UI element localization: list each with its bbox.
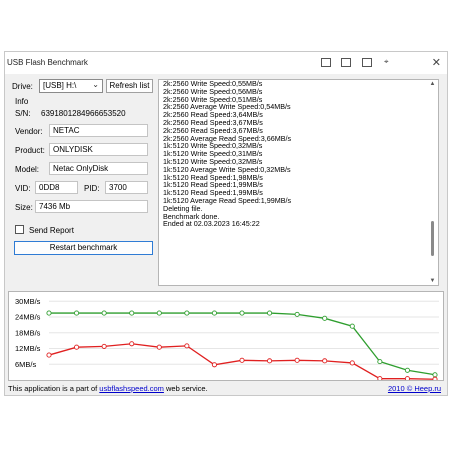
size-label: Size:: [15, 203, 33, 212]
log-line: 2k:2560 Write Speed:0,51MB/s: [163, 94, 263, 104]
copyright-link[interactable]: 2010 © Heep.ru: [387, 384, 441, 393]
log-line: 2k:2560 Write Speed:0,56MB/s: [163, 86, 263, 96]
data-point: [101, 310, 107, 316]
scroll-thumb[interactable]: [431, 221, 434, 256]
pin-icon[interactable]: ⌖: [384, 57, 389, 66]
drive-value: [USB] H:\: [43, 81, 77, 90]
sn-value: 6391801284966653520: [41, 109, 126, 118]
data-point: [46, 352, 52, 358]
log-line: 2k:2560 Read Speed:3,64MB/s: [163, 110, 263, 120]
y-tick-label: 24MB/s: [15, 313, 41, 322]
log-line: 1k:5120 Write Speed:0,31MB/s: [163, 149, 263, 159]
model-field[interactable]: Netac OnlyDisk: [49, 162, 148, 175]
y-tick-label: 30MB/s: [15, 297, 41, 306]
data-point: [211, 362, 217, 368]
data-point: [129, 310, 135, 316]
scroll-up-icon[interactable]: ▲: [429, 81, 436, 87]
data-point: [156, 344, 162, 350]
log-line: 2k:2560 Read Speed:3,67MB/s: [163, 125, 263, 135]
vendor-field[interactable]: NETAC: [49, 124, 148, 137]
y-tick-label: 6MB/s: [15, 360, 37, 369]
model-label: Model:: [15, 165, 40, 174]
data-point: [184, 310, 190, 316]
send-report-label: Send Report: [29, 226, 74, 235]
window-tool-icon-1[interactable]: [321, 58, 331, 67]
data-point: [184, 343, 190, 349]
chevron-down-icon: ⌄: [92, 80, 99, 89]
refresh-list-button[interactable]: Refresh list: [106, 79, 153, 93]
log-line: 2k:2560 Average Write Speed:0,54MB/s: [163, 102, 291, 112]
log-lines: 2k:2560 Write Speed:0,55MB/s 2k:2560 Writ…: [163, 80, 425, 228]
data-point: [349, 323, 355, 329]
window-tool-icon-2[interactable]: [341, 58, 351, 67]
data-point: [294, 357, 300, 363]
log-area[interactable]: 2k:2560 Write Speed:0,55MB/s 2k:2560 Writ…: [158, 79, 439, 286]
log-line: 1k:5120 Write Speed:0,32MB/s: [163, 141, 263, 151]
data-point: [239, 357, 245, 363]
log-line: 2k:2560 Read Speed:3,67MB/s: [163, 117, 263, 127]
y-tick-label: 12MB/s: [15, 344, 41, 353]
data-point: [129, 341, 135, 347]
vid-field[interactable]: 0DD8: [35, 181, 78, 194]
data-point: [74, 310, 80, 316]
footer-prefix: This application is a part of: [8, 384, 100, 393]
data-point: [267, 358, 273, 364]
restart-benchmark-button[interactable]: Restart benchmark: [14, 241, 153, 255]
drive-label: Drive:: [12, 82, 33, 91]
window-title: USB Flash Benchmark: [7, 58, 88, 67]
vendor-label: Vendor:: [15, 127, 43, 136]
data-point: [267, 310, 273, 316]
log-line: 1k:5120 Read Speed:1,99MB/s: [163, 180, 263, 190]
data-point: [404, 376, 410, 380]
data-point: [377, 376, 383, 380]
log-line: 1k:5120 Write Speed:0,32MB/s: [163, 156, 263, 166]
data-point: [46, 310, 52, 316]
data-point: [349, 360, 355, 366]
data-point: [156, 310, 162, 316]
footer-link[interactable]: usbflashspeed.com: [99, 384, 164, 393]
info-group-label: Info: [15, 97, 29, 106]
data-point: [377, 359, 383, 365]
pid-field[interactable]: 3700: [105, 181, 148, 194]
log-line: 2k:2560 Write Speed:0,55MB/s: [163, 79, 263, 88]
scroll-down-icon[interactable]: ▼: [429, 278, 436, 284]
send-report-checkbox[interactable]: [15, 225, 24, 234]
pid-label: PID:: [84, 184, 100, 193]
data-point: [322, 315, 328, 321]
close-icon[interactable]: ✕: [431, 57, 441, 69]
product-field[interactable]: ONLYDISK: [49, 143, 148, 156]
data-point: [322, 358, 328, 364]
data-point: [294, 311, 300, 317]
data-point: [74, 344, 80, 350]
window-tool-icon-3[interactable]: [362, 58, 372, 67]
footer-suffix: web service.: [163, 384, 208, 393]
y-tick-label: 18MB/s: [15, 328, 41, 337]
sn-label: S/N:: [15, 109, 31, 118]
series-line: [49, 312, 436, 376]
data-point: [211, 310, 217, 316]
log-line: 1k:5120 Read Speed:1,98MB/s: [163, 172, 263, 182]
size-field[interactable]: 7436 Mb: [35, 200, 148, 213]
speed-chart-svg: 30MB/s24MB/s18MB/s12MB/s6MB/s16MB8MB4MB2…: [15, 297, 439, 380]
app-window: USB Flash Benchmark ⌖ ✕ Drive: [USB] H:\…: [4, 51, 448, 396]
drive-select[interactable]: [USB] H:\ ⌄: [39, 79, 103, 93]
log-line: Deleting file.: [163, 203, 203, 213]
data-point: [101, 343, 107, 349]
data-point: [404, 367, 410, 373]
log-line: 1k:5120 Average Read Speed:1,99MB/s: [163, 195, 292, 205]
data-point: [239, 310, 245, 316]
vid-label: VID:: [15, 184, 31, 193]
log-scrollbar[interactable]: ▲ ▼: [428, 81, 437, 284]
log-line: Ended at 02.03.2023 16:45:22: [163, 219, 260, 229]
log-line: 1k:5120 Read Speed:1,99MB/s: [163, 188, 263, 198]
product-label: Product:: [15, 146, 45, 155]
log-line: Benchmark done.: [163, 211, 220, 221]
speed-chart: 30MB/s24MB/s18MB/s12MB/s6MB/s16MB8MB4MB2…: [8, 291, 444, 381]
footer-text: This application is a part of usbflashsp…: [8, 384, 208, 393]
data-point: [432, 372, 438, 378]
log-line: 1k:5120 Average Write Speed:0,32MB/s: [163, 164, 291, 174]
data-point: [432, 376, 438, 380]
log-line: 2k:2560 Average Read Speed:3,66MB/s: [163, 133, 292, 143]
title-bar: USB Flash Benchmark ⌖ ✕: [5, 52, 447, 74]
